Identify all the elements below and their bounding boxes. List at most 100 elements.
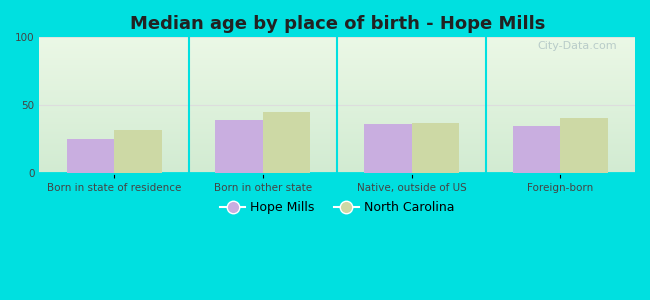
Bar bbox=[40, 149, 635, 150]
Bar bbox=[40, 41, 635, 42]
Bar bbox=[40, 127, 635, 128]
Bar bbox=[40, 155, 635, 156]
Bar bbox=[40, 91, 635, 92]
Bar bbox=[40, 71, 635, 72]
Bar bbox=[40, 129, 635, 130]
Bar bbox=[40, 125, 635, 126]
Bar bbox=[40, 69, 635, 70]
Bar bbox=[40, 118, 635, 119]
Bar bbox=[40, 101, 635, 102]
Bar bbox=[40, 83, 635, 84]
Bar bbox=[40, 164, 635, 165]
Bar bbox=[40, 79, 635, 80]
Bar bbox=[40, 49, 635, 50]
Bar bbox=[40, 133, 635, 134]
Bar bbox=[40, 111, 635, 112]
Bar bbox=[40, 62, 635, 63]
Bar bbox=[40, 98, 635, 99]
Bar bbox=[40, 54, 635, 55]
Bar bbox=[40, 94, 635, 95]
Bar bbox=[40, 68, 635, 69]
Legend: Hope Mills, North Carolina: Hope Mills, North Carolina bbox=[215, 196, 459, 219]
Bar bbox=[40, 88, 635, 89]
Bar bbox=[40, 144, 635, 145]
Bar bbox=[40, 126, 635, 127]
Bar bbox=[40, 84, 635, 85]
Bar bbox=[40, 134, 635, 135]
Bar bbox=[40, 92, 635, 93]
Bar bbox=[40, 63, 635, 64]
Bar bbox=[40, 150, 635, 151]
Bar bbox=[40, 39, 635, 40]
Bar bbox=[40, 52, 635, 53]
Bar bbox=[40, 171, 635, 172]
Bar bbox=[40, 169, 635, 170]
Bar bbox=[40, 72, 635, 73]
Bar bbox=[263, 112, 311, 173]
Bar bbox=[40, 104, 635, 105]
Bar bbox=[364, 124, 411, 173]
Bar bbox=[40, 113, 635, 114]
Bar bbox=[40, 65, 635, 66]
Bar bbox=[40, 59, 635, 60]
Bar bbox=[40, 82, 635, 83]
Bar bbox=[40, 147, 635, 148]
Bar bbox=[40, 159, 635, 160]
Bar bbox=[40, 100, 635, 101]
Bar bbox=[40, 124, 635, 125]
Bar bbox=[40, 74, 635, 75]
Bar bbox=[40, 165, 635, 166]
Bar bbox=[40, 46, 635, 47]
Bar bbox=[40, 130, 635, 131]
Bar bbox=[40, 105, 635, 106]
Bar bbox=[40, 142, 635, 143]
Bar bbox=[40, 66, 635, 67]
Bar bbox=[40, 143, 635, 144]
Bar bbox=[40, 47, 635, 48]
Bar bbox=[40, 172, 635, 173]
Bar bbox=[40, 140, 635, 141]
Bar bbox=[40, 157, 635, 158]
Bar bbox=[66, 140, 114, 173]
Bar bbox=[40, 148, 635, 149]
Bar bbox=[40, 89, 635, 90]
Bar bbox=[411, 123, 459, 173]
Bar bbox=[40, 77, 635, 78]
Bar bbox=[40, 119, 635, 120]
Bar bbox=[40, 70, 635, 71]
Bar bbox=[40, 38, 635, 39]
Bar bbox=[40, 90, 635, 91]
Bar bbox=[40, 163, 635, 164]
Bar bbox=[40, 81, 635, 82]
Bar bbox=[40, 139, 635, 140]
Bar bbox=[40, 56, 635, 57]
Bar bbox=[560, 118, 608, 173]
Bar bbox=[40, 145, 635, 146]
Bar bbox=[215, 120, 263, 173]
Bar bbox=[40, 103, 635, 104]
Bar bbox=[40, 162, 635, 163]
Bar bbox=[40, 76, 635, 77]
Bar bbox=[40, 107, 635, 108]
Bar bbox=[40, 93, 635, 94]
Bar bbox=[40, 87, 635, 88]
Bar bbox=[40, 128, 635, 129]
Bar bbox=[40, 123, 635, 124]
Bar bbox=[40, 158, 635, 159]
Bar bbox=[40, 58, 635, 59]
Bar bbox=[40, 106, 635, 107]
Bar bbox=[40, 73, 635, 74]
Bar bbox=[40, 122, 635, 123]
Bar bbox=[40, 102, 635, 103]
Bar bbox=[40, 132, 635, 133]
Bar bbox=[40, 152, 635, 153]
Bar bbox=[40, 80, 635, 81]
Bar bbox=[40, 153, 635, 154]
Bar bbox=[40, 170, 635, 171]
Title: Median age by place of birth - Hope Mills: Median age by place of birth - Hope Mill… bbox=[129, 15, 545, 33]
Bar bbox=[40, 53, 635, 54]
Bar bbox=[40, 85, 635, 86]
Bar bbox=[40, 156, 635, 157]
Bar bbox=[40, 137, 635, 138]
Bar bbox=[40, 116, 635, 117]
